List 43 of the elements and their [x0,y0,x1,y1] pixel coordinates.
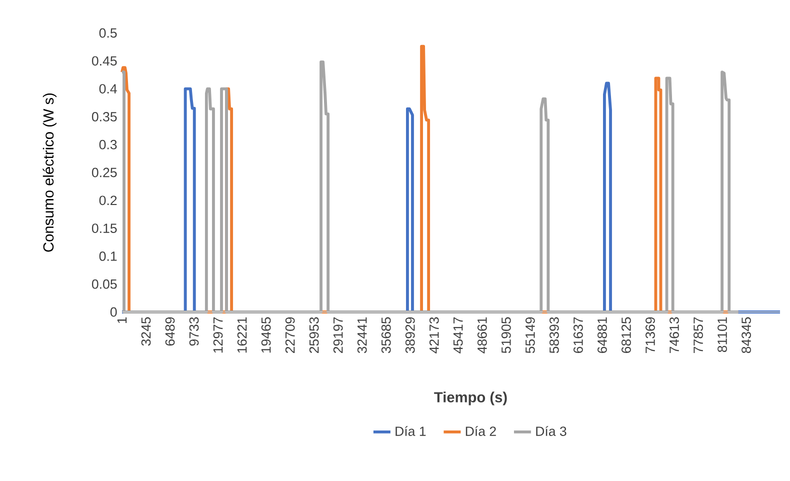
y-tick-label: 0.15 [92,224,117,233]
x-tick-label: 42173 [429,317,439,354]
x-tick-label: 22709 [285,317,295,353]
y-tick-label: 0.45 [92,56,117,66]
y-tick-label: 0.05 [92,279,117,289]
x-tick-label: 16221 [237,317,247,353]
y-tick-label: 0.2 [99,196,117,206]
x-tick-label: 61637 [574,317,583,353]
x-tick-label: 81101 [718,317,727,352]
y-tick-label: 0.1 [99,252,117,261]
x-tick-label: 58393 [550,317,559,354]
x-tick-label: 9733 [189,317,199,346]
y-tick-label: 0.3 [99,140,117,150]
x-tick-label: 84345 [742,317,751,354]
x-tick-label: 74613 [670,317,679,353]
legend-label: Día 3 [536,426,566,436]
x-tick-label: 71369 [646,317,655,353]
x-tick-label: 19465 [261,317,271,353]
x-tick-label: 55149 [525,317,535,354]
x-tick-label: 6489 [165,317,175,346]
x-tick-label: 32441 [357,317,367,354]
x-tick-label: 29197 [333,317,343,353]
x-tick-label: 12977 [213,317,223,353]
x-tick-label: 77857 [694,317,703,353]
x-tick-label: 64881 [598,317,607,353]
legend-label: Día 1 [396,426,426,436]
y-tick-label: 0.5 [99,28,117,38]
x-axis-title: Tiempo (s) [434,392,507,406]
y-axis-title: Consumo eléctrico (W s) [42,93,57,252]
x-tick-label: 68125 [622,317,631,353]
y-tick-label: 0.4 [99,84,117,94]
x-tick-label: 25953 [309,317,319,353]
x-tick-label: 1 [117,317,127,324]
x-tick-label: 3245 [141,317,151,346]
y-tick-label: 0.25 [92,168,117,178]
x-tick-label: 45417 [454,317,463,354]
x-tick-label: 51905 [501,317,511,354]
y-tick-label: 0.35 [92,112,117,122]
y-tick-label: 0 [110,307,117,317]
x-tick-label: 38929 [405,317,415,354]
legend-label: Día 2 [466,426,496,436]
x-tick-label: 48661 [477,317,487,354]
x-tick-label: 35685 [381,317,391,354]
